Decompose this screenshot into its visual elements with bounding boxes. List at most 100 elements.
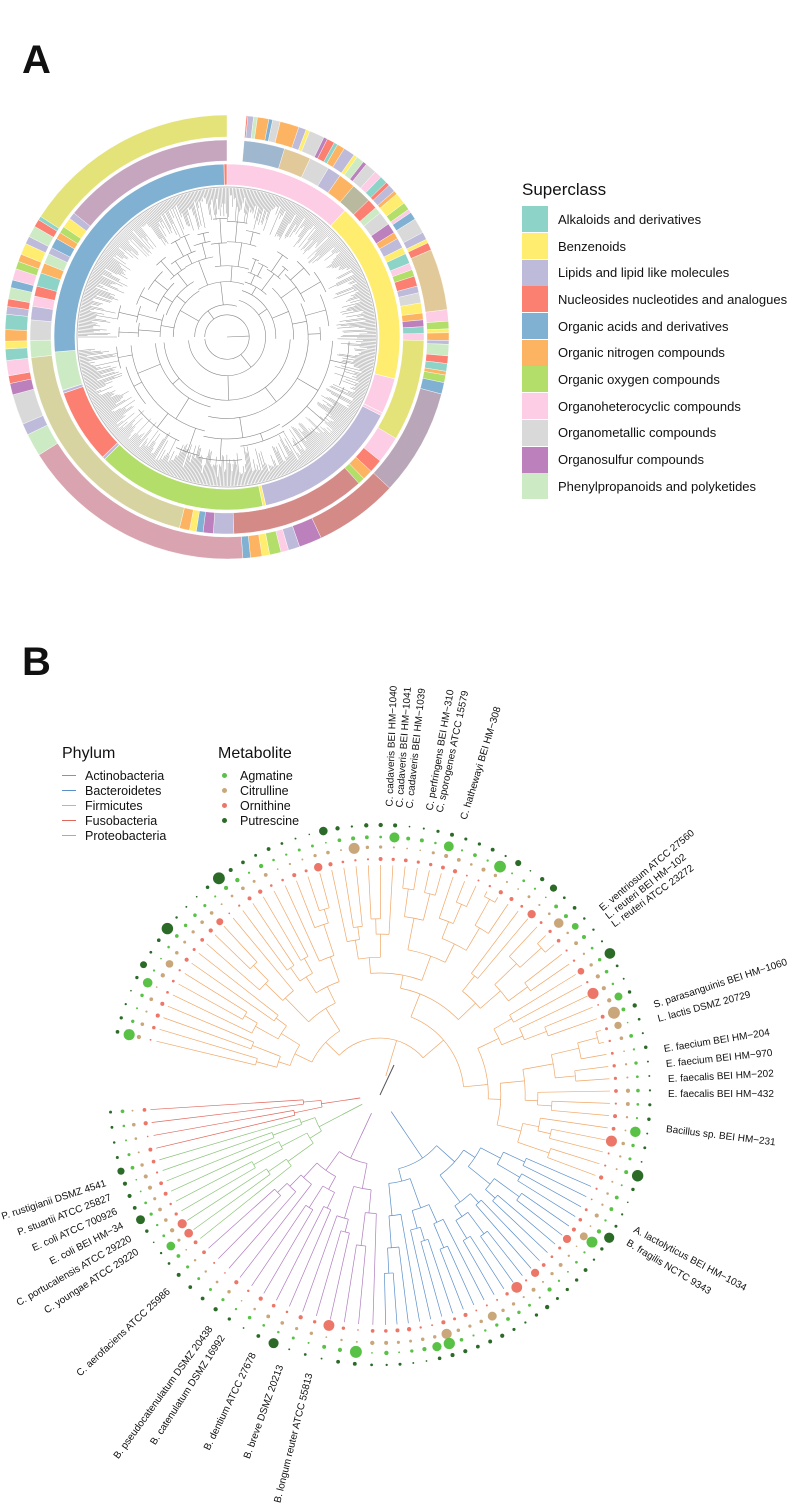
- leaf-branch: [79, 351, 101, 353]
- clade-arc: [309, 1003, 336, 1022]
- metabolite-dot: [604, 1219, 606, 1221]
- metabolite-dot: [183, 941, 186, 944]
- metabolite-dot: [298, 848, 301, 851]
- clade-arc: [252, 1023, 257, 1033]
- leaf-branch: [367, 349, 375, 350]
- leaf-branch: [498, 1195, 555, 1244]
- leaf-branch: [257, 470, 260, 483]
- metabolite-dot: [530, 870, 532, 872]
- metabolite-dot: [175, 1212, 178, 1215]
- metabolite-dot: [631, 1188, 634, 1191]
- metabolite-dot: [150, 1213, 153, 1216]
- leaf-branch: [200, 1166, 291, 1239]
- clade-stem: [319, 1115, 342, 1127]
- metabolite-dot: [591, 947, 594, 950]
- clade-stem: [355, 940, 358, 959]
- leaf-branch: [359, 296, 370, 299]
- metabolite-dot: [153, 969, 155, 971]
- clade-arc: [439, 918, 453, 923]
- metabolite-dot: [113, 1141, 116, 1144]
- metabolite-dot: [305, 869, 308, 872]
- superclass-legend-label: Alkaloids and derivatives: [558, 212, 701, 227]
- clade-arc: [339, 1038, 423, 1058]
- metabolite-dot: [304, 1353, 307, 1356]
- leaf-branch: [337, 339, 375, 340]
- metabolite-legend-item: Agmatine: [218, 768, 338, 783]
- clade-stem: [309, 1186, 323, 1208]
- metabolite-legend-key: [222, 788, 227, 793]
- metabolite-dot: [625, 1063, 627, 1065]
- clade-stem: [245, 1016, 258, 1023]
- leaf-branch: [176, 450, 186, 478]
- leaf-branch: [495, 897, 498, 902]
- metabolite-dot: [164, 1192, 168, 1196]
- metabolite-dot: [563, 1235, 571, 1243]
- clade-stem: [412, 1211, 417, 1229]
- metabolite-dot: [140, 1163, 143, 1166]
- clade-stem: [220, 219, 221, 243]
- superclass-legend-key: [522, 340, 548, 366]
- metabolite-dot: [535, 1313, 538, 1316]
- metabolite-dot: [647, 1117, 650, 1120]
- leaf-branch: [102, 411, 114, 419]
- clade-stem: [538, 1131, 551, 1134]
- leaf-branch: [435, 873, 441, 895]
- clade-stem: [240, 417, 243, 437]
- metabolite-dot: [524, 1321, 526, 1323]
- clade-stem: [423, 894, 430, 920]
- metabolite-dot: [135, 1137, 138, 1140]
- metabolite-dot: [589, 963, 592, 966]
- clade-stem: [187, 254, 191, 263]
- metabolite-dot: [131, 1020, 134, 1023]
- clade-stem: [163, 296, 172, 302]
- leaf-branch: [279, 204, 295, 236]
- clade-stem: [303, 1100, 321, 1102]
- metabolite-dot: [496, 1299, 498, 1301]
- metabolite-dot: [527, 910, 535, 918]
- leaf-branch: [210, 189, 211, 200]
- clade-stem: [119, 332, 138, 333]
- metabolite-dot: [590, 1225, 592, 1227]
- metabolite-dot: [162, 1234, 165, 1237]
- leaf-branch: [86, 288, 114, 298]
- metabolite-dot: [464, 837, 467, 840]
- metabolite-dot: [431, 1324, 433, 1326]
- leaf-branch: [352, 281, 365, 286]
- metabolite-dot: [621, 1142, 625, 1146]
- clade-arc: [389, 1214, 401, 1215]
- clade-arc: [301, 1175, 312, 1184]
- phylum-legend-item: Actinobacteria: [62, 768, 212, 783]
- leaf-branch: [334, 421, 344, 429]
- clade-stem: [345, 1219, 348, 1232]
- metabolite-dot: [619, 1155, 621, 1157]
- metabolite-dot: [152, 1160, 156, 1164]
- metabolite-dot: [573, 959, 575, 961]
- leaf-branch: [217, 477, 218, 486]
- metabolite-dot: [583, 953, 585, 955]
- leaf-branch: [79, 357, 86, 358]
- phylum-clade: [209, 1113, 377, 1325]
- leaf-branch: [137, 218, 143, 227]
- metabolite-dot: [169, 1203, 171, 1205]
- metabolite-dot: [626, 1076, 628, 1078]
- metabolite-dot: [172, 980, 175, 983]
- metabolite-dot: [420, 838, 424, 842]
- metabolite-dot: [582, 935, 586, 939]
- leaf-branch: [83, 297, 92, 300]
- metabolite-dot: [633, 1048, 635, 1050]
- leaf-branch: [78, 331, 94, 332]
- metabolite-dot: [197, 1277, 200, 1280]
- clade-stem: [326, 1152, 339, 1171]
- leaf-branch: [109, 247, 124, 258]
- superclass-legend-key: [522, 206, 548, 232]
- leaf-branch: [121, 430, 133, 442]
- superclass-legend-key: [522, 420, 548, 446]
- metabolite-dot: [292, 1336, 295, 1339]
- leaf-branch: [530, 964, 569, 991]
- clade-stem: [462, 976, 474, 991]
- metabolite-dot: [175, 951, 179, 955]
- metabolite-dot: [636, 1103, 639, 1106]
- phylum-legend-key: [62, 820, 76, 822]
- leaf-branch: [89, 391, 96, 394]
- clade-stem: [281, 1133, 307, 1146]
